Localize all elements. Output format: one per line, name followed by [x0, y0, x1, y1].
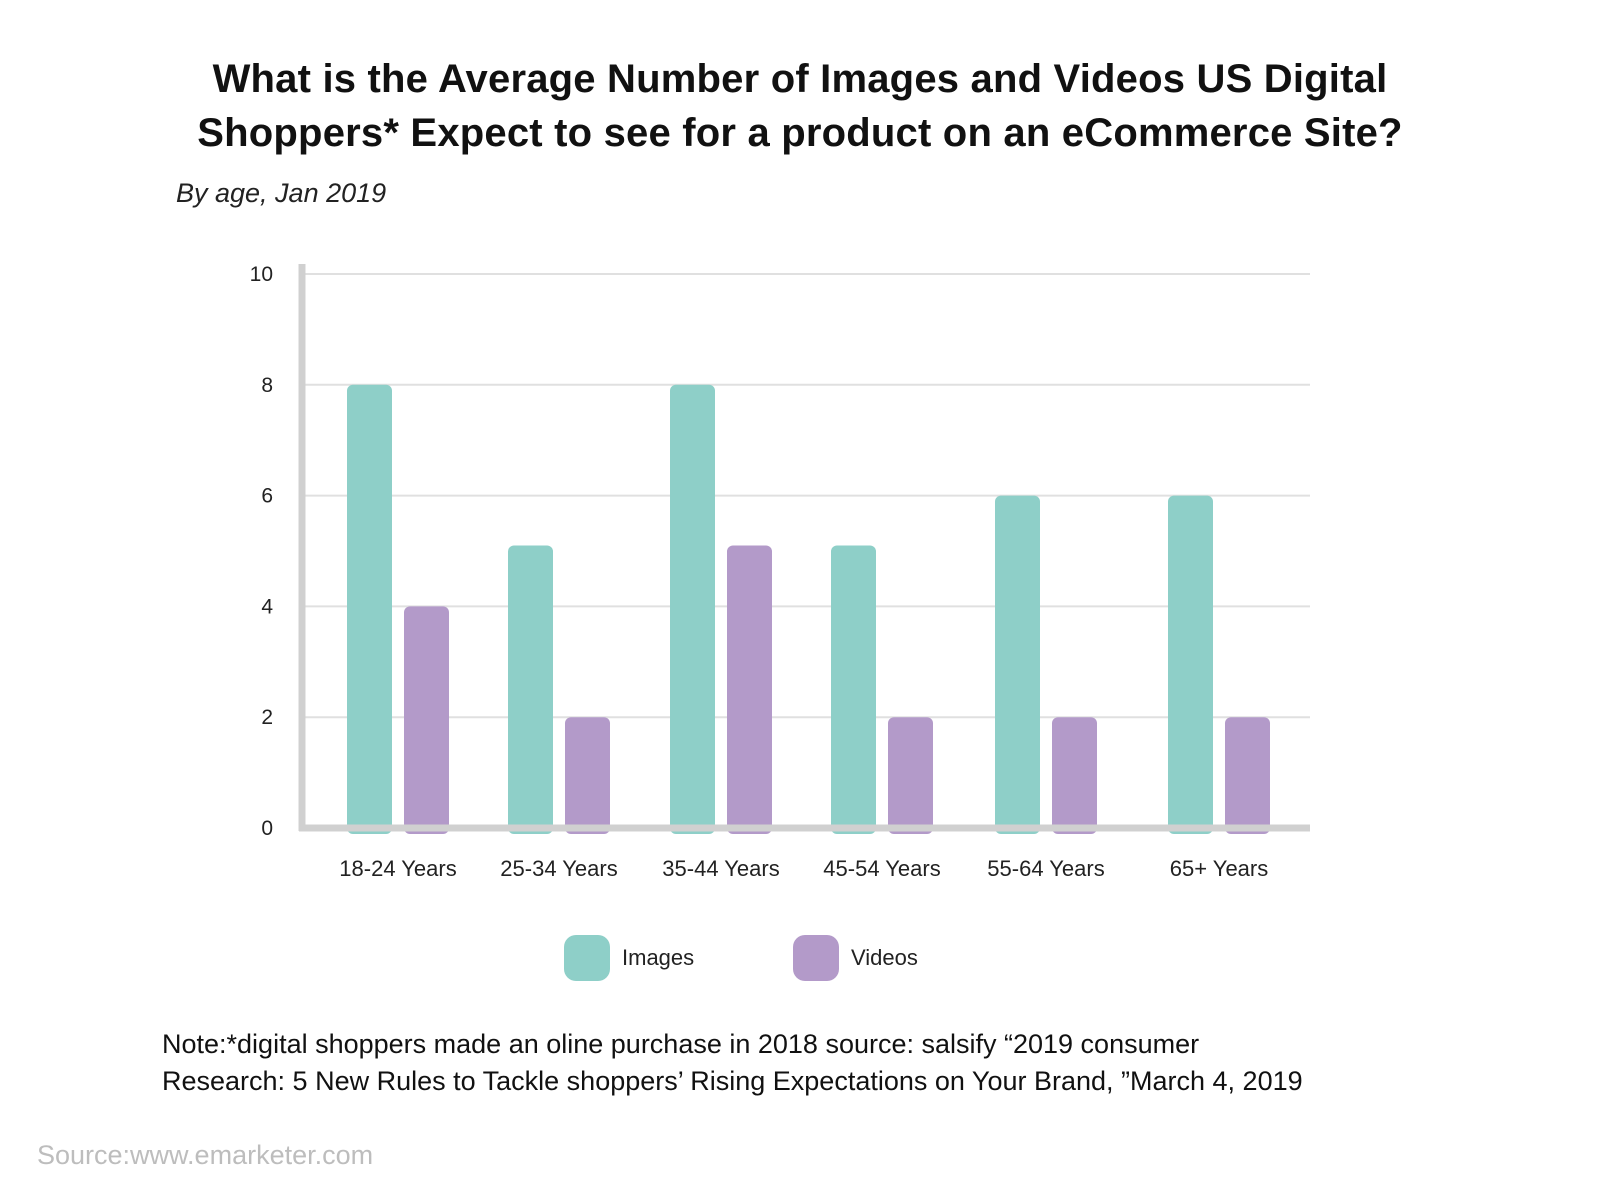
- bar-images-5: [995, 495, 1040, 834]
- bar-videos-4: [888, 717, 933, 834]
- bar-images-3: [670, 384, 715, 834]
- bar-videos-1: [404, 606, 449, 834]
- x-category-label-1: 18-24 Years: [339, 856, 456, 881]
- bar-images-2: [508, 545, 553, 834]
- legend-swatch-images: [564, 935, 610, 981]
- bar-videos-2: [565, 717, 610, 834]
- y-tick-label-0: 0: [261, 817, 273, 840]
- x-category-label-4: 45-54 Years: [823, 856, 940, 881]
- bar-images-4: [831, 545, 876, 834]
- x-category-label-6: 65+ Years: [1170, 856, 1268, 881]
- x-category-label-2: 25-34 Years: [500, 856, 617, 881]
- bar-videos-5: [1052, 717, 1097, 834]
- y-tick-label-8: 8: [261, 374, 273, 397]
- source-credit: Source:www.emarketer.com: [37, 1140, 374, 1170]
- legend-item-videos: Videos: [793, 935, 918, 981]
- bar-chart: 0 2 4 6 8 10 18-24 Years 25-34 Years 35-44 Years…: [250, 263, 1310, 881]
- legend: Images Videos: [0, 935, 1600, 985]
- legend-label-images: Images: [622, 945, 695, 970]
- x-category-label-3: 35-44 Years: [662, 856, 779, 881]
- y-tick-label-10: 10: [250, 263, 273, 286]
- bar-images-1: [347, 384, 392, 834]
- chart-title: What is the Average Number of Images and…: [0, 52, 1600, 160]
- bar-videos-3: [727, 545, 772, 834]
- footnote: Note:*digital shoppers made an oline pur…: [162, 1026, 1303, 1100]
- footnote-line-1: Note:*digital shoppers made an oline pur…: [162, 1029, 1200, 1059]
- y-tick-label-2: 2: [261, 706, 273, 729]
- x-category-label-5: 55-64 Years: [987, 856, 1104, 881]
- bar-videos-6: [1225, 717, 1270, 834]
- y-tick-label-6: 6: [261, 485, 273, 508]
- chart-title-line-2: Shoppers* Expect to see for a product on…: [197, 111, 1403, 155]
- chart-title-line-1: What is the Average Number of Images and…: [212, 57, 1388, 101]
- legend-label-videos: Videos: [851, 945, 918, 970]
- legend-swatch-videos: [793, 935, 839, 981]
- legend-item-images: Images: [564, 935, 694, 981]
- footnote-line-2: Research: 5 New Rules to Tackle shoppers…: [162, 1066, 1303, 1096]
- chart-subtitle: By age, Jan 2019: [176, 178, 387, 208]
- bar-images-6: [1168, 495, 1213, 834]
- y-tick-label-4: 4: [261, 595, 273, 618]
